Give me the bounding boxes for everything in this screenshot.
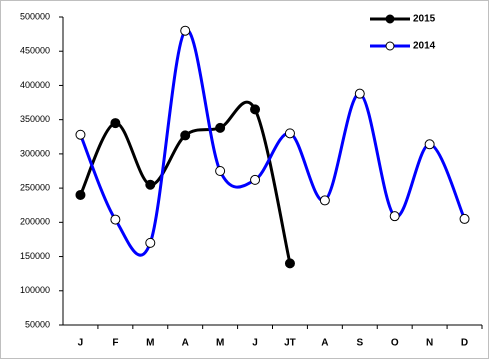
data-point xyxy=(180,130,191,141)
data-point xyxy=(145,237,156,248)
data-point xyxy=(250,174,261,185)
y-tick-label: 450000 xyxy=(20,46,50,56)
x-tick-label: M xyxy=(146,338,154,349)
x-tick-label: J xyxy=(252,338,258,349)
data-point xyxy=(110,214,121,225)
legend-marker xyxy=(385,14,395,24)
x-tick-label: S xyxy=(356,338,363,349)
data-point xyxy=(424,139,435,150)
data-point xyxy=(459,213,470,224)
x-tick-label: JT xyxy=(284,338,296,349)
data-point xyxy=(284,258,295,269)
y-tick-label: 250000 xyxy=(20,182,50,192)
x-tick-label: A xyxy=(182,338,189,349)
legend-label: 2014 xyxy=(413,41,436,52)
data-point xyxy=(215,122,226,133)
y-tick-label: 50000 xyxy=(25,319,50,329)
data-point xyxy=(354,88,365,99)
y-tick-label: 400000 xyxy=(20,80,50,90)
y-tick-label: 150000 xyxy=(20,251,50,261)
x-tick-label: F xyxy=(112,338,118,349)
data-point xyxy=(215,166,226,176)
x-tick-label: A xyxy=(321,338,328,349)
data-point xyxy=(250,104,261,115)
x-tick-label: O xyxy=(391,338,399,349)
data-point xyxy=(75,129,86,140)
x-tick-label: D xyxy=(461,338,468,349)
data-point xyxy=(75,189,86,200)
data-point xyxy=(319,195,330,206)
data-point xyxy=(145,179,156,190)
y-tick-label: 350000 xyxy=(20,114,50,124)
y-tick-label: 200000 xyxy=(20,217,50,227)
data-point xyxy=(180,25,191,36)
legend-marker xyxy=(385,41,395,51)
data-point xyxy=(389,211,400,222)
x-tick-label: N xyxy=(426,338,433,349)
data-point xyxy=(110,118,121,129)
y-tick-label: 500000 xyxy=(20,11,50,21)
data-point xyxy=(284,128,295,139)
y-tick-label: 300000 xyxy=(20,148,50,158)
legend-label: 2015 xyxy=(413,14,436,25)
x-tick-label: M xyxy=(216,338,224,349)
y-tick-label: 100000 xyxy=(20,285,50,295)
x-tick-label: J xyxy=(78,338,84,349)
